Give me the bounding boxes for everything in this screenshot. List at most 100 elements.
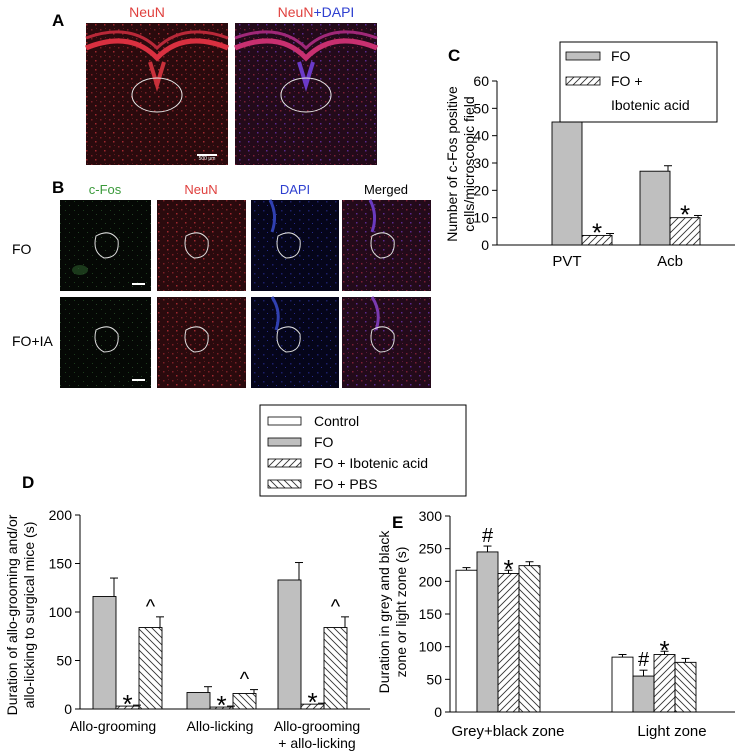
legend-ia-swatch-d xyxy=(267,458,302,468)
x-category-label: Grey+black zone xyxy=(452,723,565,740)
bar xyxy=(551,121,583,246)
legend-ia-label-2: Ibotenic acid xyxy=(611,97,690,113)
bar xyxy=(639,170,671,246)
legend-control-label: Control xyxy=(314,413,359,429)
panel-c-letter: C xyxy=(448,46,460,65)
bar xyxy=(497,573,520,713)
y-tick-label: 60 xyxy=(473,73,489,89)
merge-dapi-part: DAPI xyxy=(322,4,355,20)
significance-mark: * xyxy=(122,689,132,719)
x-category-label: Allo-grooming xyxy=(70,718,156,734)
legend-control-swatch xyxy=(267,416,302,426)
legend-pbs-label: FO + PBS xyxy=(314,476,377,492)
chart-c: 0 10 20 30 40 50 60 * * PVT Acb xyxy=(473,73,735,270)
panel-a-merge-label: NeuN+DAPI xyxy=(278,4,355,20)
merge-plus-part: + xyxy=(313,4,321,20)
x-category-label: PVT xyxy=(552,253,581,270)
panel-b-letter: B xyxy=(52,178,64,197)
bar xyxy=(632,675,655,713)
bar xyxy=(277,579,302,710)
row-foia-label: FO+IA xyxy=(12,333,54,349)
x-category-label: Allo-grooming xyxy=(274,718,360,734)
panel-a-neun-image: 500 μm xyxy=(85,23,229,165)
row-fo-label: FO xyxy=(12,241,32,257)
legend-pbs-swatch xyxy=(267,479,302,489)
y-tick-label: 200 xyxy=(419,573,443,589)
y-tick-label: 100 xyxy=(49,604,73,620)
x-category-label: Light zone xyxy=(637,723,706,740)
panel-d-ylabel-1: Duration of allo-grooming and/or xyxy=(4,514,20,715)
merge-neun-part: NeuN xyxy=(278,4,314,20)
panel-d-legend: Control FO FO + Ibotenic acid FO + PBS xyxy=(259,404,467,497)
x-category-label: + allo-licking xyxy=(278,735,355,751)
bar xyxy=(232,693,257,710)
y-tick-label: 150 xyxy=(49,556,73,572)
legend-ia-label-1: FO + xyxy=(611,73,643,89)
panel-c-ylabel-1: Number of c-Fos positive xyxy=(444,86,460,242)
panel-d-ylabel-2: allo-licking to surgical mice (s) xyxy=(21,522,37,709)
panel-a-letter: A xyxy=(52,11,64,30)
significance-mark: # xyxy=(638,649,650,671)
legend-fo-label-d: FO xyxy=(314,434,334,450)
y-tick-label: 10 xyxy=(473,210,489,226)
panel-c-ylabel-2: cells/microscopic field xyxy=(461,96,477,231)
significance-mark: * xyxy=(503,554,513,584)
legend-ia-label-d: FO + Ibotenic acid xyxy=(314,455,428,471)
significance-mark: ^ xyxy=(240,669,250,691)
y-tick-label: 0 xyxy=(481,237,489,253)
legend-fo-label: FO xyxy=(611,48,631,64)
panel-d-letter: D xyxy=(22,473,34,492)
col-cfos-label: c-Fos xyxy=(89,182,122,197)
bar xyxy=(669,217,701,246)
bar xyxy=(455,569,478,713)
bar xyxy=(138,627,163,710)
bar xyxy=(186,692,211,710)
significance-mark: * xyxy=(592,218,602,248)
y-tick-label: 200 xyxy=(49,507,73,523)
significance-mark: * xyxy=(680,199,690,229)
significance-mark: ^ xyxy=(146,596,156,618)
y-tick-label: 50 xyxy=(56,653,72,669)
y-tick-label: 40 xyxy=(473,128,489,144)
x-category-label: Acb xyxy=(657,253,683,270)
bar xyxy=(476,551,499,713)
col-dapi-label: DAPI xyxy=(280,182,310,197)
significance-mark: * xyxy=(659,635,669,665)
significance-mark: * xyxy=(216,690,226,720)
panel-c-legend: FO FO + Ibotenic acid xyxy=(559,41,718,123)
bar xyxy=(518,565,541,713)
y-tick-label: 300 xyxy=(419,508,443,524)
y-tick-label: 30 xyxy=(473,155,489,171)
panel-a-neun-label: NeuN xyxy=(129,4,165,20)
chart-d: 0 50 100 150 200 * ^ * ^ * ^ Allo-grooming Allo-lick… xyxy=(49,507,370,751)
significance-mark: * xyxy=(307,687,317,717)
legend-ia-swatch xyxy=(565,76,601,86)
y-tick-label: 50 xyxy=(473,100,489,116)
panel-a-merge-image xyxy=(234,23,378,165)
panel-e-letter: E xyxy=(392,513,403,532)
x-category-label: Allo-licking xyxy=(187,718,254,734)
bar xyxy=(323,627,348,710)
y-tick-label: 100 xyxy=(419,639,443,655)
col-merged-label: Merged xyxy=(364,182,408,197)
scale-bar-text: 500 μm xyxy=(199,156,216,162)
y-tick-label: 250 xyxy=(419,541,443,557)
y-tick-label: 0 xyxy=(64,701,72,717)
y-tick-label: 0 xyxy=(434,704,442,720)
significance-mark: # xyxy=(482,525,494,547)
panel-e-ylabel-2: zone or light zone (s) xyxy=(393,547,409,678)
chart-e: 0 50 100 150 200 250 300 # * # * Grey+black zone Lig… xyxy=(419,508,735,740)
legend-fo-swatch-d xyxy=(267,437,302,447)
col-neun-label: NeuN xyxy=(184,182,217,197)
panel-e-ylabel-1: Duration in grey and black xyxy=(376,530,392,694)
panel-b-image-grid xyxy=(60,199,431,388)
bar xyxy=(92,596,117,710)
bar xyxy=(581,234,613,246)
y-tick-label: 150 xyxy=(419,606,443,622)
significance-mark: ^ xyxy=(331,596,341,618)
y-tick-label: 20 xyxy=(473,182,489,198)
bar xyxy=(674,661,697,713)
y-tick-label: 50 xyxy=(426,671,442,687)
legend-fo-swatch xyxy=(565,51,601,61)
